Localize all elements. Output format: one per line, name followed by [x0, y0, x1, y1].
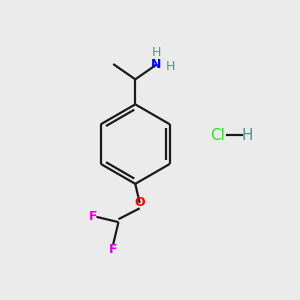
Text: O: O	[134, 196, 145, 209]
Text: F: F	[88, 210, 97, 223]
Text: H: H	[166, 60, 175, 73]
Text: H: H	[242, 128, 253, 143]
Text: H: H	[152, 46, 161, 59]
Text: Cl: Cl	[210, 128, 225, 143]
Text: N: N	[151, 58, 162, 71]
Text: F: F	[109, 243, 117, 256]
